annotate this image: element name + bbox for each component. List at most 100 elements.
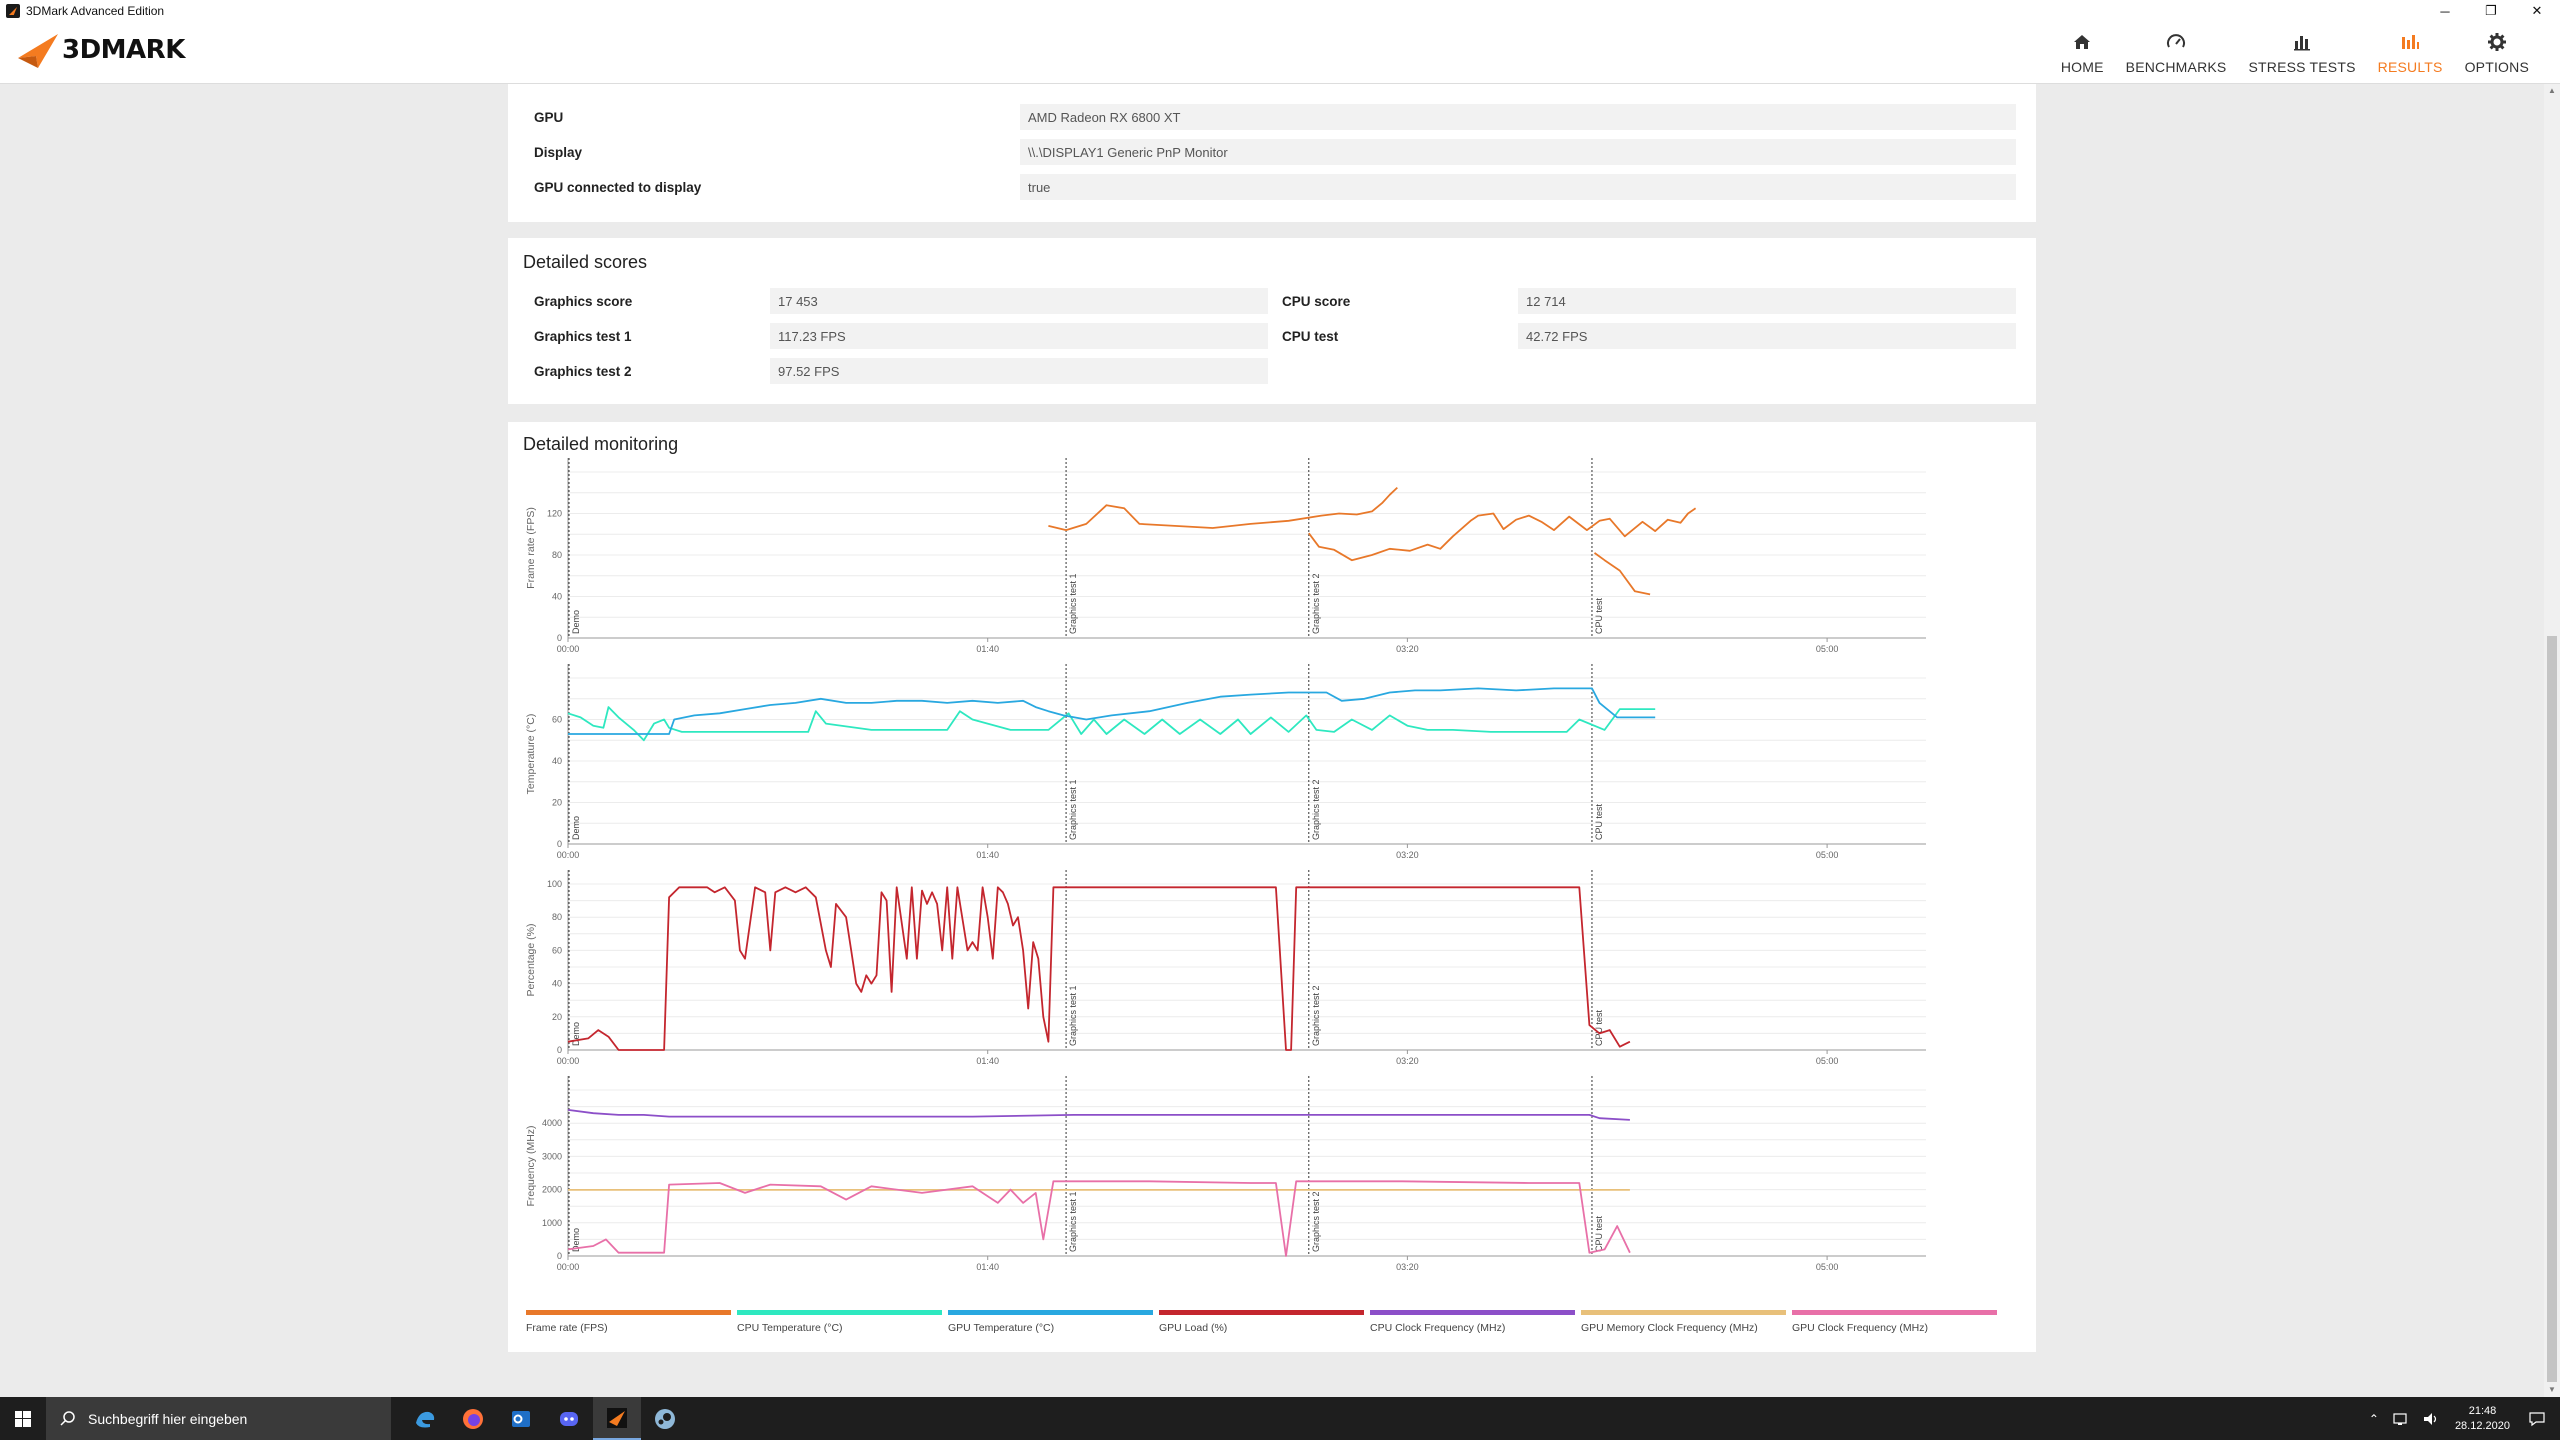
system-info-card: GPU AMD Radeon RX 6800 XT Display \\.\DI…	[508, 84, 2036, 222]
y-tick-label: 1000	[542, 1218, 562, 1228]
legend-label: CPU Clock Frequency (MHz)	[1370, 1322, 1506, 1334]
volume-icon[interactable]	[2423, 1412, 2441, 1426]
nav-results-label: RESULTS	[2377, 59, 2443, 75]
phase-marker-label: Graphics test 1	[1068, 779, 1078, 840]
taskbar-app-3dmark[interactable]	[593, 1397, 641, 1440]
network-icon[interactable]	[2393, 1412, 2411, 1426]
nav-results[interactable]: RESULTS	[2367, 22, 2454, 84]
series-line	[567, 886, 1631, 1051]
notification-icon[interactable]	[2528, 1411, 2546, 1427]
legend-item[interactable]: GPU Load (%)	[1159, 1310, 1364, 1334]
x-tick-label: 01:40	[976, 1262, 999, 1272]
x-tick-label: 03:20	[1396, 850, 1419, 860]
x-tick-label: 05:00	[1816, 850, 1839, 860]
phase-marker-label: CPU test	[1594, 597, 1604, 634]
cpu-test-value: 42.72 FPS	[1518, 323, 2016, 349]
logo[interactable]: 3DMARK	[16, 30, 185, 70]
phase-marker-label: Graphics test 2	[1311, 573, 1321, 634]
phase-marker-label: Graphics test 1	[1068, 1191, 1078, 1252]
y-axis-label: Frequency (MHz)	[525, 1125, 537, 1206]
clock-date: 28.12.2020	[2454, 1419, 2510, 1432]
nav-stress-tests[interactable]: STRESS TESTS	[2237, 22, 2366, 84]
legend-item[interactable]: GPU Memory Clock Frequency (MHz)	[1581, 1310, 1786, 1334]
x-tick-label: 01:40	[976, 1056, 999, 1066]
nav-benchmarks[interactable]: BENCHMARKS	[2115, 22, 2238, 84]
taskbar-app-steam[interactable]	[641, 1397, 689, 1440]
detailed-scores-card: Detailed scores Graphics score 17 453 Gr…	[508, 238, 2036, 404]
legend-item[interactable]: GPU Clock Frequency (MHz)	[1792, 1310, 1997, 1334]
window-titlebar: 3DMark Advanced Edition ─ ❐ ✕	[0, 0, 2560, 22]
legend-item[interactable]: CPU Temperature (°C)	[737, 1310, 942, 1334]
windows-logo-icon	[15, 1410, 31, 1427]
restore-button[interactable]: ❐	[2485, 3, 2497, 18]
legend-item[interactable]: GPU Temperature (°C)	[948, 1310, 1153, 1334]
chart-legend: Frame rate (FPS) CPU Temperature (°C) GPU …	[526, 1310, 2026, 1340]
graphics-test-1-value: 117.23 FPS	[770, 323, 1268, 349]
taskbar-search[interactable]: Suchbegriff hier eingeben	[46, 1397, 391, 1440]
phase-marker-label: Graphics test 2	[1311, 779, 1321, 840]
y-tick-label: 2000	[542, 1185, 562, 1195]
detailed-monitoring-title: Detailed monitoring	[523, 434, 679, 454]
y-tick-label: 60	[552, 715, 562, 725]
y-tick-label: 60	[552, 945, 562, 955]
home-icon	[2074, 35, 2091, 49]
x-tick-label: 05:00	[1816, 1056, 1839, 1066]
graphics-score-label: Graphics score	[534, 293, 633, 309]
app-header: 3DMARK HOME BENCHMARKS STRESS TESTS RESU…	[0, 22, 2560, 84]
close-button[interactable]: ✕	[2531, 3, 2543, 18]
taskbar-app-edge[interactable]	[401, 1397, 449, 1440]
legend-label: GPU Memory Clock Frequency (MHz)	[1581, 1322, 1758, 1334]
bar-chart-icon	[2294, 36, 2311, 51]
display-label: Display	[534, 144, 583, 160]
taskbar-app-discord[interactable]	[545, 1397, 593, 1440]
legend-swatch	[1792, 1310, 1997, 1315]
gpu-row: GPU	[534, 104, 563, 130]
legend-item[interactable]: CPU Clock Frequency (MHz)	[1370, 1310, 1575, 1334]
minimize-button[interactable]: ─	[2440, 3, 2450, 19]
phase-marker-label: CPU test	[1594, 1215, 1604, 1252]
graphics-test-2-value: 97.52 FPS	[770, 358, 1268, 384]
taskbar-clock[interactable]: 21:48 28.12.2020	[2455, 1404, 2510, 1434]
phase-marker-label: Graphics test 2	[1311, 1191, 1321, 1252]
app-icon	[6, 4, 20, 18]
taskbar-app-outlook[interactable]	[497, 1397, 545, 1440]
nav-options[interactable]: OPTIONS	[2454, 22, 2540, 84]
tray-chevron-up-icon[interactable]: ⌃	[2368, 1411, 2379, 1426]
taskbar-app-firefox[interactable]	[449, 1397, 497, 1440]
series-line	[567, 1180, 1631, 1257]
search-icon	[60, 1410, 75, 1426]
gpu-connected-value: true	[1020, 174, 2016, 200]
gpu-connected-row: GPU connected to display	[534, 174, 701, 200]
gauge-icon	[2167, 34, 2186, 48]
legend-swatch	[526, 1310, 731, 1315]
legend-swatch	[737, 1310, 942, 1315]
x-tick-label: 03:20	[1396, 1262, 1419, 1272]
phase-marker-label: Demo	[571, 816, 581, 840]
y-tick-label: 4000	[542, 1118, 562, 1128]
legend-item[interactable]: Frame rate (FPS)	[526, 1310, 731, 1334]
x-tick-label: 01:40	[976, 644, 999, 654]
start-button[interactable]	[0, 1397, 46, 1440]
x-tick-label: 01:40	[976, 850, 999, 860]
y-tick-label: 0	[557, 633, 562, 643]
y-tick-label: 40	[552, 592, 562, 602]
page-scrollbar[interactable]: ▲ ▼	[2544, 84, 2560, 1397]
display-row: Display	[534, 139, 582, 165]
legend-label: GPU Temperature (°C)	[948, 1322, 1055, 1334]
x-tick-label: 03:20	[1396, 644, 1419, 654]
scroll-down-arrow-icon[interactable]: ▼	[2548, 1385, 2556, 1394]
scroll-up-arrow-icon[interactable]: ▲	[2548, 86, 2556, 95]
firefox-icon	[463, 1408, 483, 1429]
monitoring-charts: 0 40 80 120 Frame rate (FPS) 00:00 01:40 03:20 0…	[525, 458, 1926, 1272]
y-tick-label: 0	[557, 1045, 562, 1055]
gpu-connected-label: GPU connected to display	[534, 179, 702, 195]
legend-swatch	[1581, 1310, 1786, 1315]
y-tick-label: 100	[547, 879, 562, 889]
legend-swatch	[948, 1310, 1153, 1315]
scrollbar-thumb[interactable]	[2547, 636, 2557, 1382]
3dmark-app-icon	[607, 1407, 627, 1428]
y-tick-label: 40	[552, 979, 562, 989]
nav-home-label: HOME	[2060, 59, 2104, 75]
nav-home[interactable]: HOME	[2050, 22, 2115, 84]
cpu-score-value: 12 714	[1518, 288, 2016, 314]
